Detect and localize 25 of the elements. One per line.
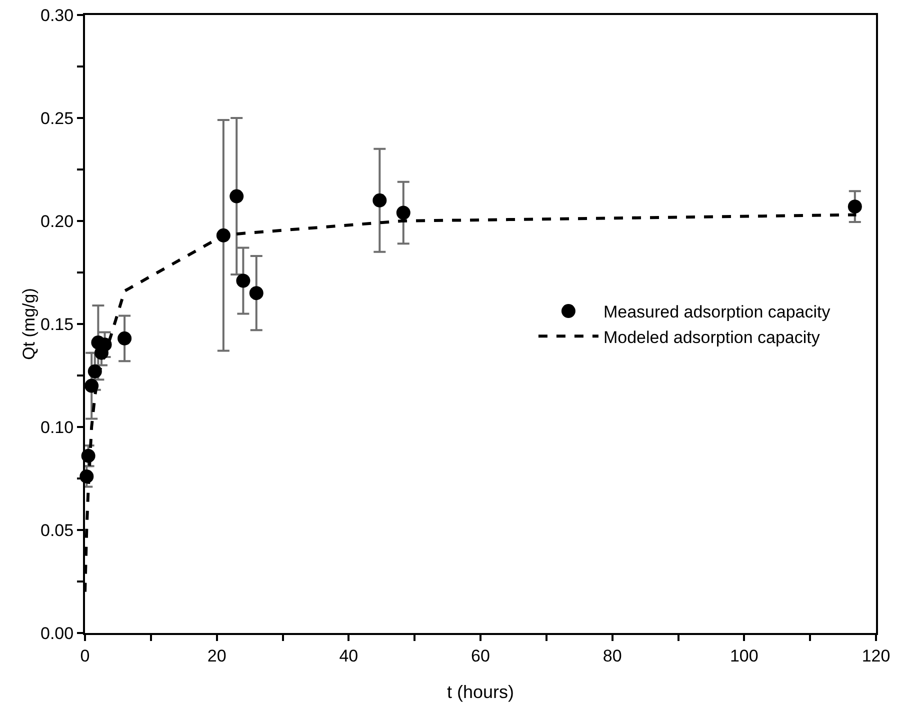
x-tick-label: 80: [602, 646, 622, 666]
point: [118, 331, 132, 346]
y-tick-label: 0.20: [40, 212, 74, 231]
x-tick-label: 40: [339, 646, 358, 666]
x-tick-label: 60: [471, 646, 490, 666]
y-axis-title: Qt (mg/g): [20, 288, 39, 360]
y-tick-label: 0.00: [40, 624, 74, 643]
y-tick-label: 0.30: [40, 6, 74, 25]
x-axis-title: t (hours): [446, 682, 514, 702]
point: [372, 193, 387, 208]
point: [249, 286, 264, 300]
x-tick-label: 120: [862, 646, 890, 666]
x-tick-label: 20: [207, 646, 226, 666]
y-tick-label: 0.25: [40, 108, 74, 128]
point: [230, 189, 244, 204]
point: [848, 200, 862, 214]
legend-label: Measured adsorption capacity: [603, 302, 831, 322]
point: [396, 206, 410, 220]
y-tick-label: 0.10: [40, 418, 74, 437]
point: [236, 274, 250, 288]
x-tick-label: 100: [730, 646, 758, 666]
y-tick-label: 0.05: [40, 520, 74, 540]
y-tick-label: 0.15: [40, 314, 74, 334]
x-tick-label: 0: [80, 646, 90, 666]
legend-label: Modeled adsorption capacity: [603, 328, 820, 347]
